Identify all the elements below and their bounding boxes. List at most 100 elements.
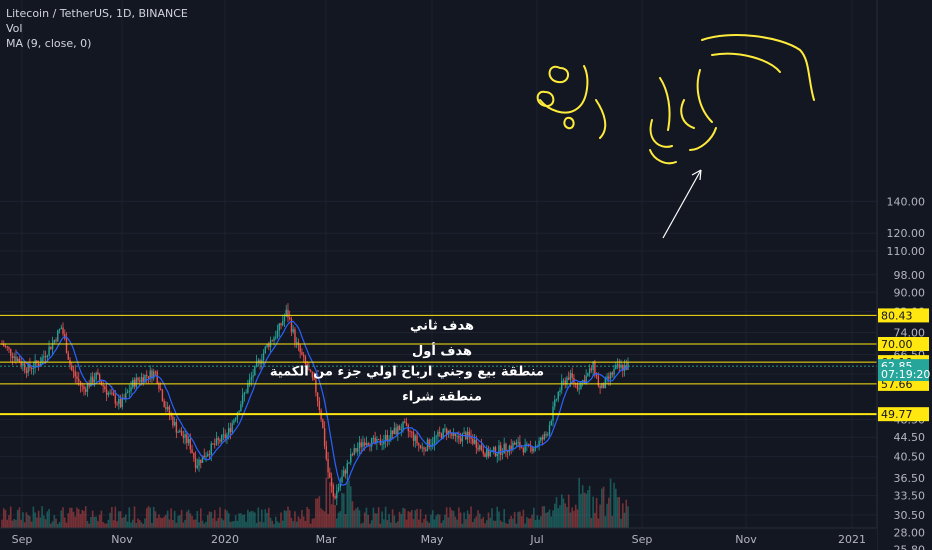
volume-bar bbox=[116, 521, 118, 528]
volume-bar bbox=[62, 507, 64, 528]
candle-body bbox=[104, 386, 106, 390]
volume-bar bbox=[574, 504, 577, 528]
volume-bar bbox=[107, 519, 110, 528]
volume-bar bbox=[492, 520, 495, 528]
candlesticks bbox=[1, 303, 629, 506]
volume-bar bbox=[536, 515, 539, 528]
volume-bar bbox=[433, 519, 436, 528]
volume-bar bbox=[137, 518, 139, 528]
volume-bar bbox=[604, 516, 607, 528]
candle-body bbox=[151, 370, 153, 379]
volume-bar bbox=[412, 519, 415, 528]
candle-body bbox=[381, 444, 383, 446]
candle-body bbox=[395, 427, 397, 435]
candle-body bbox=[289, 317, 291, 320]
candle-body bbox=[39, 363, 42, 366]
volume-bar bbox=[621, 503, 624, 528]
candle-body bbox=[409, 431, 411, 432]
candle-body bbox=[496, 454, 498, 457]
volume-bar bbox=[618, 496, 621, 528]
candle-body bbox=[255, 361, 258, 366]
volume-bar bbox=[545, 512, 547, 528]
candle-body bbox=[67, 352, 69, 360]
candle-body bbox=[547, 434, 549, 436]
candle-body bbox=[210, 443, 212, 455]
candle-body bbox=[569, 373, 572, 380]
candle-body bbox=[60, 327, 62, 330]
volume-bar bbox=[454, 516, 457, 528]
candle-body bbox=[581, 379, 584, 383]
candle-body bbox=[224, 434, 226, 439]
candle-body bbox=[46, 355, 49, 358]
candle-body bbox=[273, 337, 275, 341]
candle-body bbox=[245, 392, 247, 394]
volume-bar bbox=[325, 477, 328, 528]
volume-bar bbox=[499, 520, 502, 528]
candle-body bbox=[383, 441, 385, 445]
candle-body bbox=[588, 368, 591, 374]
volume-bar bbox=[515, 523, 518, 528]
volume-bar bbox=[496, 506, 499, 528]
volume-bar bbox=[367, 514, 369, 528]
candle-body bbox=[306, 363, 308, 370]
volume-bar bbox=[330, 504, 333, 528]
volume-bar bbox=[18, 507, 21, 528]
candle-body bbox=[86, 383, 89, 392]
candle-body bbox=[292, 329, 294, 332]
volume-bar bbox=[125, 514, 127, 528]
candle-body bbox=[548, 425, 551, 435]
candle-body bbox=[341, 476, 343, 483]
volume-bar bbox=[390, 522, 392, 528]
candle-body bbox=[78, 378, 80, 382]
candle-body bbox=[163, 400, 165, 407]
volume-bar bbox=[219, 507, 221, 528]
volume-bar bbox=[320, 508, 322, 528]
volume-bar bbox=[126, 521, 129, 528]
candle-body bbox=[346, 463, 348, 474]
candle-body bbox=[486, 448, 488, 457]
candle-body bbox=[411, 431, 413, 433]
volume-bar bbox=[571, 507, 574, 528]
volume-bar bbox=[538, 519, 540, 528]
volume-bar bbox=[342, 493, 345, 528]
candle-body bbox=[393, 427, 396, 434]
candle-body bbox=[334, 496, 336, 499]
volume-bar bbox=[4, 509, 7, 528]
volume-bar bbox=[283, 510, 286, 528]
volume-bar bbox=[423, 518, 425, 528]
volume-bar bbox=[156, 518, 158, 528]
candle-body bbox=[418, 443, 420, 445]
candle-body bbox=[402, 421, 404, 430]
candle-body bbox=[264, 346, 267, 353]
volume-bar bbox=[90, 516, 92, 528]
volume-bar bbox=[271, 520, 274, 528]
candle-body bbox=[350, 454, 352, 463]
volume-bar bbox=[105, 523, 108, 528]
volume-bar bbox=[362, 522, 364, 528]
candle-body bbox=[299, 345, 301, 353]
candle-body bbox=[119, 398, 122, 408]
candle-body bbox=[189, 439, 192, 450]
candle-body bbox=[215, 438, 218, 445]
volume-bar bbox=[623, 512, 626, 528]
candle-body bbox=[102, 385, 104, 387]
volume-bar bbox=[53, 515, 56, 528]
volume-bar bbox=[306, 507, 308, 528]
volume-bar bbox=[365, 507, 368, 528]
volume-bar bbox=[8, 515, 10, 528]
volume-bar bbox=[111, 506, 113, 528]
candle-body bbox=[515, 442, 518, 445]
candle-body bbox=[125, 392, 127, 399]
target-arrow bbox=[662, 169, 702, 239]
volume-bar bbox=[505, 522, 507, 528]
volume-bar bbox=[447, 517, 450, 528]
candle-body bbox=[268, 344, 270, 348]
candle-body bbox=[57, 330, 59, 342]
volume-bar bbox=[424, 514, 427, 528]
volume-bar bbox=[294, 511, 296, 528]
volume-bar bbox=[227, 513, 230, 528]
volume-bar bbox=[15, 519, 17, 528]
volume-bar bbox=[135, 523, 138, 528]
